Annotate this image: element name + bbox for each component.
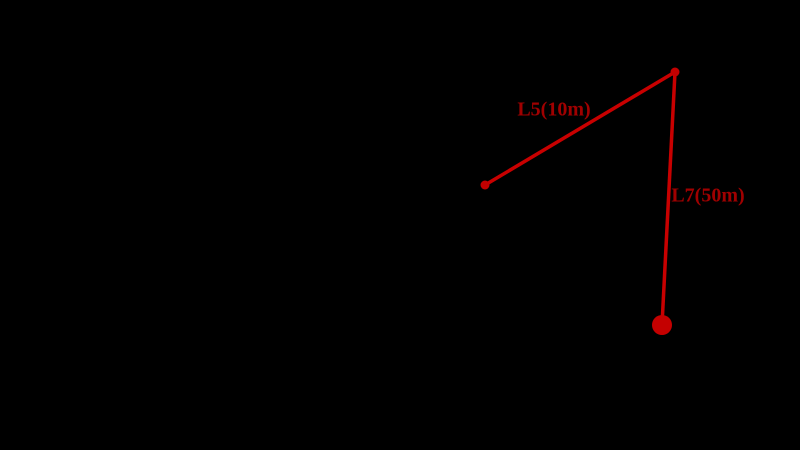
edge-label-l7: L7(50m) (671, 184, 745, 207)
node-top-dot (670, 67, 680, 77)
node-left-dot (480, 180, 490, 190)
edge-label-l5: L5(10m) (517, 98, 591, 121)
edge-line-0 (484, 70, 676, 187)
node-bottom-dot (652, 315, 672, 335)
edge-line-1 (660, 71, 677, 326)
